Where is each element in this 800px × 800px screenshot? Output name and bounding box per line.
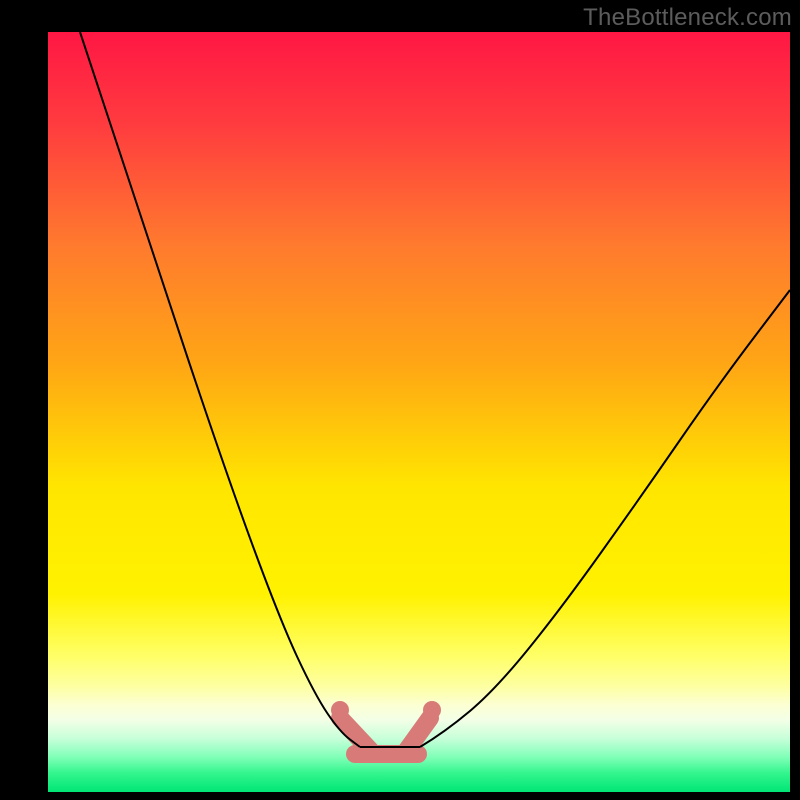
- plot-background: [48, 32, 790, 792]
- watermark-text: TheBottleneck.com: [583, 4, 792, 32]
- bottleneck-chart: [0, 0, 800, 800]
- chart-stage: TheBottleneck.com: [0, 0, 800, 800]
